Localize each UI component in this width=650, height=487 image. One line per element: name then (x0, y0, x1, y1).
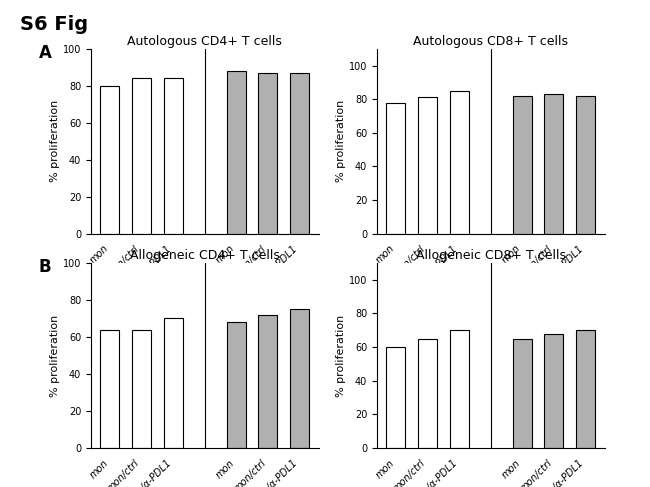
Bar (132, 330, 151, 448)
Bar (259, 73, 278, 234)
Text: +mf: +mf (542, 326, 566, 337)
Bar (513, 96, 532, 234)
Bar (450, 91, 469, 234)
Bar (513, 338, 532, 448)
Bar (576, 96, 595, 234)
Bar (576, 330, 595, 448)
Bar (132, 78, 151, 234)
Text: S6 Fig: S6 Fig (20, 15, 88, 34)
Y-axis label: % proliferation: % proliferation (336, 315, 346, 396)
Bar (387, 103, 406, 234)
Bar (101, 330, 120, 448)
Bar (101, 86, 120, 234)
Text: media: media (124, 326, 159, 337)
Bar (290, 73, 309, 234)
Y-axis label: % proliferation: % proliferation (50, 100, 60, 182)
Bar (418, 97, 437, 234)
Text: A: A (39, 44, 52, 62)
Text: B: B (39, 258, 51, 276)
Bar (418, 338, 437, 448)
Bar (450, 330, 469, 448)
Bar (545, 94, 564, 234)
Y-axis label: % proliferation: % proliferation (336, 100, 346, 182)
Bar (164, 318, 183, 448)
Bar (387, 347, 406, 448)
Title: Autologous CD4+ T cells: Autologous CD4+ T cells (127, 35, 282, 48)
Bar (290, 309, 309, 448)
Text: +mf: +mf (256, 326, 280, 337)
Bar (164, 78, 183, 234)
Bar (545, 334, 564, 448)
Title: Allogeneic CD4+ T cells: Allogeneic CD4+ T cells (130, 249, 280, 262)
Bar (227, 71, 246, 234)
Bar (259, 315, 278, 448)
Bar (227, 322, 246, 448)
Title: Autologous CD8+ T cells: Autologous CD8+ T cells (413, 35, 568, 48)
Title: Allogeneic CD8+ T cells: Allogeneic CD8+ T cells (416, 249, 566, 262)
Text: media: media (410, 326, 445, 337)
Y-axis label: % proliferation: % proliferation (50, 315, 60, 396)
